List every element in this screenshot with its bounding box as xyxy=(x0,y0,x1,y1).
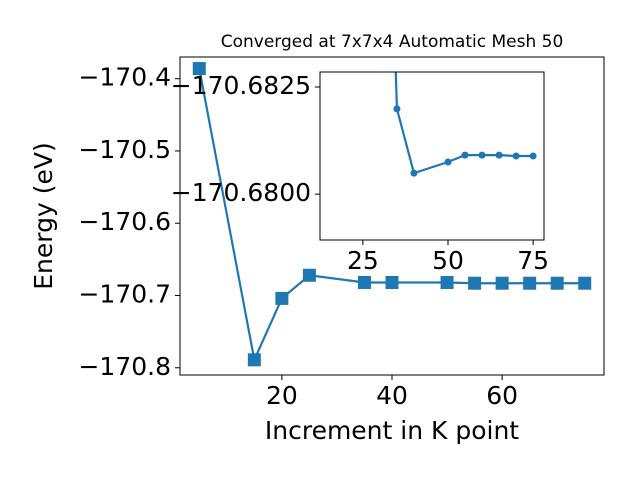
data-marker xyxy=(495,276,509,290)
x-axis-label: Increment in K point xyxy=(265,416,519,445)
data-marker xyxy=(410,169,418,177)
axes-frame xyxy=(319,71,545,241)
data-marker xyxy=(247,353,261,367)
y-tick-label: −170.6 xyxy=(78,207,171,236)
x-tick-label: 60 xyxy=(486,381,518,410)
y-tick-label: −170.4 xyxy=(78,63,171,92)
y-tick-label: −170.6825 xyxy=(171,71,311,100)
y-tick-label: −170.8 xyxy=(78,352,171,381)
data-marker xyxy=(393,105,401,113)
data-marker xyxy=(529,152,537,160)
data-marker xyxy=(275,291,289,305)
x-tick-label: 50 xyxy=(432,246,464,275)
data-marker xyxy=(523,276,537,290)
y-tick-label: −170.7 xyxy=(78,280,171,309)
data-marker xyxy=(478,151,486,159)
data-marker xyxy=(440,275,454,289)
x-tick-label: 20 xyxy=(266,381,298,410)
data-marker xyxy=(390,0,397,5)
x-tick-label: 75 xyxy=(517,246,549,275)
data-marker xyxy=(578,276,592,290)
data-marker xyxy=(444,158,452,166)
plot-clip xyxy=(192,62,592,367)
data-marker xyxy=(461,151,469,159)
y-tick-label: −170.5 xyxy=(78,135,171,164)
data-marker xyxy=(550,276,564,290)
data-marker xyxy=(512,152,520,160)
data-marker xyxy=(192,62,206,76)
y-tick-label: −170.6800 xyxy=(171,178,311,207)
x-tick-label: 25 xyxy=(347,246,379,275)
data-marker xyxy=(468,276,482,290)
data-marker xyxy=(495,151,503,159)
data-marker xyxy=(302,268,316,282)
plot-clip xyxy=(390,0,537,177)
x-tick-label: 40 xyxy=(376,381,408,410)
y-axis-label: Energy (eV) xyxy=(29,142,58,289)
chart-title: Converged at 7x7x4 Automatic Mesh 50 xyxy=(221,32,564,52)
data-marker xyxy=(357,275,371,289)
data-marker xyxy=(385,275,399,289)
